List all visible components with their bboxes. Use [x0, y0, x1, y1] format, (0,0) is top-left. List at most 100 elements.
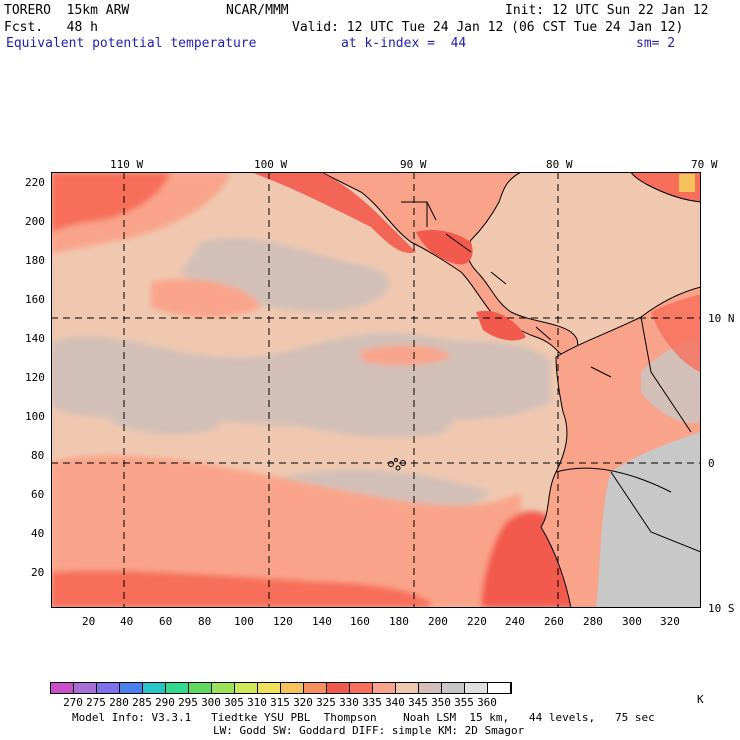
red-band-south — [51, 570, 431, 608]
lon-label-80w: 80 W — [546, 158, 573, 171]
colorbar-swatch — [74, 683, 97, 693]
colorbar-level-label: 330 — [339, 696, 359, 709]
y-tick: 60 — [31, 488, 45, 501]
colorbar-swatch — [373, 683, 396, 693]
x-tick: 200 — [428, 615, 448, 628]
pink-patch-1 — [151, 278, 261, 318]
lon-label-110w: 110 W — [110, 158, 144, 171]
x-tick: 300 — [622, 615, 642, 628]
colorbar-level-label: 310 — [247, 696, 267, 709]
colorbar-swatch — [442, 683, 465, 693]
y-tick: 120 — [25, 371, 45, 384]
x-tick: 240 — [505, 615, 525, 628]
lon-label-90w: 90 W — [400, 158, 427, 171]
colorbar-level-label: 320 — [293, 696, 313, 709]
forecast-hour: Fcst. 48 h — [4, 20, 98, 35]
colorbar-swatch — [51, 683, 74, 693]
y-tick: 100 — [25, 410, 45, 423]
colorbar-level-label: 325 — [316, 696, 336, 709]
y-tick: 200 — [25, 215, 45, 228]
x-tick: 260 — [544, 615, 564, 628]
organization: NCAR/MMM — [226, 3, 289, 18]
x-tick: 220 — [467, 615, 487, 628]
map-frame — [51, 172, 701, 608]
colorbar-level-label: 300 — [201, 696, 221, 709]
colorbar-level-label: 355 — [454, 696, 474, 709]
lat-label-10n: 10 N — [708, 312, 735, 325]
colorbar-swatch — [166, 683, 189, 693]
colorbar-swatch — [281, 683, 304, 693]
grey-band-mid — [271, 369, 456, 438]
colorbar-swatch — [350, 683, 373, 693]
colorbar-level-label: 315 — [270, 696, 290, 709]
smoothing-info: sm= 2 — [636, 36, 676, 51]
colorbar-unit: K — [697, 693, 704, 706]
lat-label-0: 0 — [708, 457, 715, 470]
country-borders — [401, 201, 701, 553]
y-tick: 180 — [25, 254, 45, 267]
y-tick: 140 — [25, 332, 45, 345]
colorbar — [50, 682, 512, 694]
colorbar-level-label: 290 — [155, 696, 175, 709]
y-tick: 160 — [25, 293, 45, 306]
colorbar-level-label: 275 — [86, 696, 106, 709]
colorbar-swatch — [235, 683, 258, 693]
colorbar-level-label: 305 — [224, 696, 244, 709]
pink-patch-2 — [361, 345, 451, 366]
colorbar-level-label: 360 — [477, 696, 497, 709]
colorbar-level-label: 295 — [178, 696, 198, 709]
y-tick: 80 — [31, 449, 45, 462]
colorbar-swatch — [120, 683, 143, 693]
colorbar-swatch — [143, 683, 166, 693]
x-tick: 180 — [389, 615, 409, 628]
warm-mexico-coast — [251, 172, 416, 253]
warm-venezuela — [651, 294, 701, 372]
init-time: Init: 12 UTC Sun 22 Jan 12 — [505, 3, 709, 18]
grey-patch-west — [111, 393, 221, 435]
colorbar-swatch — [419, 683, 442, 693]
level-info: at k-index = 44 — [341, 36, 467, 51]
colorbar-level-label: 345 — [408, 696, 428, 709]
colorbar-swatch — [258, 683, 281, 693]
field-name: Equivalent potential temperature — [6, 36, 257, 51]
warm-guatemala — [416, 230, 473, 265]
colorbar-swatch — [488, 683, 511, 693]
pink-zone-south — [51, 455, 521, 608]
colorbar-swatch — [465, 683, 488, 693]
grey-amazon-region — [596, 432, 701, 608]
lat-label-10s: 10 S — [708, 602, 735, 615]
lon-label-70w: 70 W — [691, 158, 718, 171]
model-info: Model Info: V3.3.1 Tiedtke YSU PBL Thomp… — [72, 711, 655, 724]
x-tick: 60 — [159, 615, 173, 628]
physics-info: LW: Godd SW: Goddard DIFF: simple KM: 2D… — [213, 724, 525, 737]
model-name: TORERO 15km ARW — [4, 3, 130, 18]
colorbar-swatch — [396, 683, 419, 693]
y-tick: 40 — [31, 527, 45, 540]
red-zone-northwest — [51, 172, 171, 232]
x-tick: 100 — [234, 615, 254, 628]
colorbar-level-label: 285 — [132, 696, 152, 709]
x-tick: 160 — [350, 615, 370, 628]
theta-e-map — [51, 172, 701, 608]
x-tick: 40 — [120, 615, 134, 628]
colorbar-swatch — [327, 683, 350, 693]
colorbar-level-label: 350 — [431, 696, 451, 709]
x-tick: 320 — [660, 615, 680, 628]
y-tick: 220 — [25, 176, 45, 189]
colorbar-swatch — [97, 683, 120, 693]
y-tick: 20 — [31, 566, 45, 579]
colorbar-swatch — [189, 683, 212, 693]
x-tick: 120 — [273, 615, 293, 628]
x-tick: 20 — [82, 615, 96, 628]
valid-time: Valid: 12 UTC Tue 24 Jan 12 (06 CST Tue … — [292, 20, 684, 35]
x-tick: 280 — [583, 615, 603, 628]
lon-label-100w: 100 W — [254, 158, 288, 171]
x-tick: 140 — [312, 615, 332, 628]
colorbar-level-label: 270 — [63, 696, 83, 709]
warm-spot-hispaniola — [679, 174, 695, 192]
colorbar-swatch — [304, 683, 327, 693]
lat-lon-grid — [51, 172, 701, 608]
x-tick: 80 — [198, 615, 212, 628]
colorbar-level-label: 340 — [385, 696, 405, 709]
colorbar-swatch — [212, 683, 235, 693]
